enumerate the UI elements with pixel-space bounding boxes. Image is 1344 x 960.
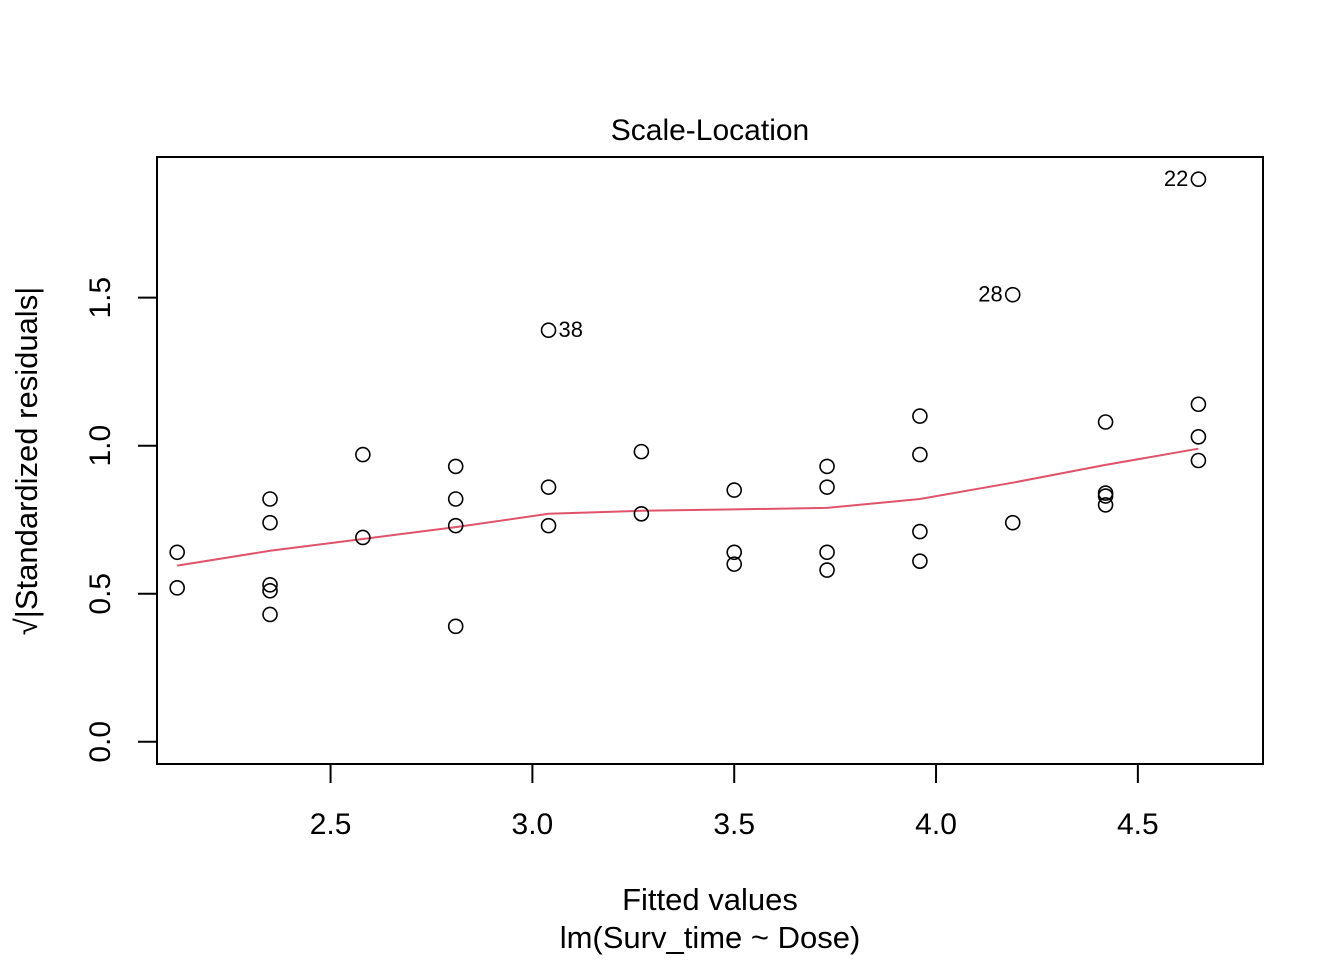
data-point: [262, 577, 278, 593]
data-point: [819, 479, 835, 495]
data-point: [912, 523, 928, 540]
data-point: [262, 514, 278, 531]
data-point: [447, 458, 464, 475]
point-label: 22: [1164, 166, 1188, 191]
y-tick-label: 1.5: [84, 277, 117, 319]
data-point: [1004, 286, 1021, 303]
x-axis-title: Fitted values: [622, 882, 798, 917]
y-tick-label: 1.0: [84, 425, 117, 467]
x-axis-subtitle: lm(Surv_time ~ Dose): [560, 920, 861, 955]
point-label: 38: [559, 317, 583, 342]
data-point: [633, 443, 650, 460]
data-point: [447, 491, 464, 507]
data-point: [1097, 497, 1114, 513]
point-label: 28: [978, 282, 1002, 307]
data-point: [1190, 171, 1207, 188]
x-axis: 2.5 3.0 3.5 4.0 4.5: [310, 763, 1159, 841]
data-point: [1190, 452, 1207, 469]
data-point: [1190, 429, 1207, 445]
x-tick-label: 4.0: [915, 808, 957, 841]
x-tick-label: 3.0: [512, 808, 554, 841]
data-point: [819, 562, 835, 578]
data-point: [540, 322, 557, 339]
x-tick-label: 2.5: [310, 808, 352, 841]
data-point: [169, 544, 185, 561]
data-point: [262, 582, 278, 599]
data-point: [633, 505, 650, 522]
data-point: [262, 606, 278, 623]
y-axis: 0.0 0.5 1.0 1.5: [84, 277, 158, 763]
data-point: [355, 529, 371, 546]
data-point: [355, 446, 371, 463]
data-point: [726, 556, 743, 572]
data-point: [819, 544, 835, 561]
data-point: [912, 408, 928, 424]
data-point: [1004, 514, 1021, 531]
point-labels-layer: 38 28 22: [559, 166, 1189, 342]
data-point: [912, 553, 928, 569]
data-point: [447, 517, 464, 534]
data-point: [726, 544, 743, 561]
data-point: [540, 517, 557, 534]
plot-frame: [156, 156, 1264, 765]
y-tick-label: 0.5: [84, 573, 117, 615]
data-point: [912, 446, 928, 463]
smoother-layer: [177, 447, 1199, 567]
smoother-line: [177, 447, 1199, 567]
data-point: [447, 618, 464, 635]
data-point: [540, 479, 557, 495]
data-point: [1097, 414, 1114, 430]
data-point: [1097, 488, 1114, 504]
data-point: [169, 580, 185, 596]
data-point: [262, 491, 278, 507]
data-point: [819, 458, 835, 475]
data-point: [726, 482, 743, 498]
chart-title: Scale-Location: [611, 114, 809, 147]
y-axis-title: √|Standardized residuals|: [9, 287, 44, 635]
y-tick-label: 0.0: [84, 721, 117, 763]
points-layer: [169, 171, 1207, 635]
data-point: [1190, 396, 1207, 413]
x-tick-label: 4.5: [1117, 808, 1159, 841]
x-tick-label: 3.5: [713, 808, 755, 841]
